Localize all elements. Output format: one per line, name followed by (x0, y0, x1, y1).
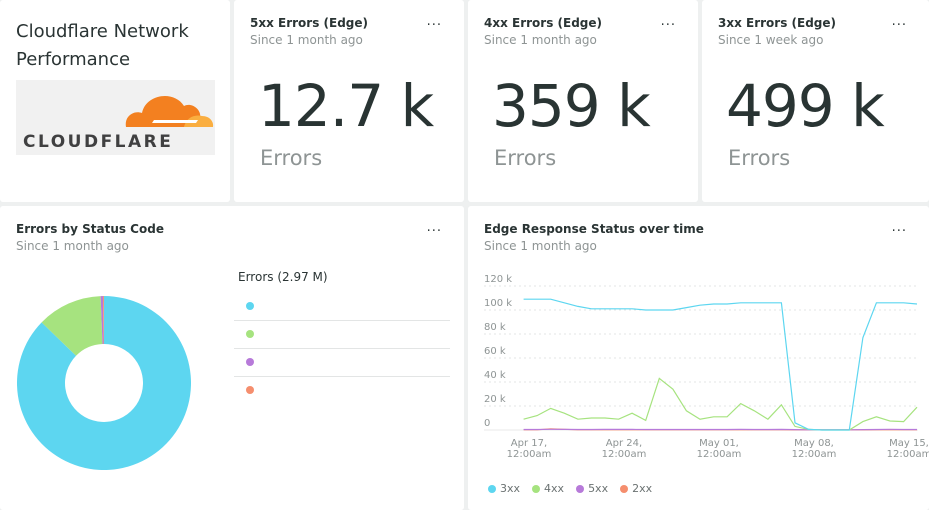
legend-label: 4xx (544, 482, 565, 495)
table-caption: Errors (2.97 M) (238, 270, 328, 284)
pie-slice-2xx[interactable] (102, 296, 104, 345)
legend-label: 5xx (588, 482, 609, 495)
billboard-value: 12.7 k (258, 72, 434, 140)
pie-legend-table (234, 292, 450, 404)
widget-title: 5xx Errors (Edge) (250, 16, 369, 30)
y-tick-label: 40 k (484, 370, 506, 381)
x-tick-label: 12:00am (697, 449, 742, 460)
legend-row[interactable] (234, 319, 450, 348)
billboard-3xx: 3xx Errors (Edge) Since 1 week ago ... 4… (702, 0, 929, 202)
x-tick-label: May 08, (794, 438, 834, 449)
billboard-value: 499 k (726, 72, 885, 140)
x-tick-label: May 15, (889, 438, 929, 449)
header-card: Cloudflare Network Performance CLOUDFLAR… (0, 0, 230, 202)
logo-text: CLOUDFLARE (23, 132, 174, 152)
legend-dot (246, 301, 254, 310)
x-tick-label: May 01, (699, 438, 739, 449)
legend-dot (576, 484, 585, 493)
widget-subtitle: Since 1 month ago (16, 239, 129, 253)
legend-label (234, 347, 380, 376)
legend-dot (488, 484, 496, 493)
more-menu-button[interactable]: ... (891, 220, 907, 235)
billboard-unit: Errors (260, 146, 323, 170)
legend-dot (620, 484, 629, 493)
billboard-4xx: 4xx Errors (Edge) Since 1 month ago ... … (468, 0, 698, 202)
x-tick-label: 12:00am (507, 449, 552, 460)
legend-dot (532, 484, 541, 493)
legend-item-4xx[interactable]: 4xx (532, 482, 564, 495)
legend-label (234, 292, 380, 320)
widget-title: Edge Response Status over time (484, 222, 704, 236)
pie-slice-5xx[interactable] (100, 296, 104, 345)
legend-item-5xx[interactable]: 5xx (576, 482, 608, 495)
x-tick-label: 12:00am (887, 449, 929, 460)
more-menu-button[interactable]: ... (660, 14, 676, 29)
chart-legend: 3xx 4xx 5xx 2xx (488, 482, 652, 495)
widget-subtitle: Since 1 month ago (484, 239, 597, 253)
more-menu-button[interactable]: ... (891, 14, 907, 29)
legend-percent (379, 319, 450, 348)
y-tick-label: 100 k (484, 298, 512, 309)
legend-dot (246, 330, 254, 338)
series-line-5xx[interactable] (523, 428, 917, 431)
series-line-4xx[interactable] (523, 377, 918, 431)
cloud-icon (125, 96, 214, 127)
legend-label: 3xx (500, 482, 521, 495)
series-line-3xx[interactable] (523, 298, 918, 431)
dashboard-title: Cloudflare Network Performance (16, 21, 189, 70)
billboard-unit: Errors (494, 146, 557, 170)
pie-slice-3xx[interactable] (16, 296, 192, 470)
widget-subtitle: Since 1 month ago (250, 33, 363, 47)
legend-dot (246, 386, 254, 395)
legend-row[interactable] (234, 292, 450, 320)
billboard-value: 359 k (492, 72, 651, 140)
widget-title: 4xx Errors (Edge) (484, 16, 603, 30)
y-tick-label: 120 k (484, 274, 512, 285)
legend-percent (379, 375, 450, 404)
line-card: Edge Response Status over time Since 1 m… (468, 206, 929, 510)
cloudflare-logo: CLOUDFLARE (16, 80, 215, 155)
widget-title: 3xx Errors (Edge) (718, 16, 837, 30)
y-tick-label: 60 k (484, 346, 506, 357)
billboard-unit: Errors (728, 146, 791, 170)
legend-dot (246, 358, 254, 366)
legend-row[interactable] (234, 347, 450, 376)
more-menu-button[interactable]: ... (426, 220, 442, 235)
widget-subtitle: Since 1 week ago (718, 33, 824, 47)
legend-item-3xx[interactable]: 3xx (488, 482, 520, 495)
x-tick-label: Apr 24, (606, 438, 642, 449)
legend-label (234, 319, 380, 348)
billboard-5xx: 5xx Errors (Edge) Since 1 month ago ... … (234, 0, 464, 202)
legend-row[interactable] (234, 375, 450, 404)
legend-percent (380, 292, 450, 320)
y-tick-label: 0 (484, 418, 490, 429)
pie-slice-4xx[interactable] (41, 296, 103, 356)
legend-percent (379, 347, 450, 376)
more-menu-button[interactable]: ... (426, 14, 442, 29)
donut-chart (16, 296, 192, 470)
y-tick-label: 80 k (484, 322, 506, 333)
y-tick-label: 20 k (484, 394, 506, 405)
pie-card: Errors by Status Code Since 1 month ago … (0, 206, 464, 510)
legend-label: 2xx (632, 482, 653, 495)
legend-item-2xx[interactable]: 2xx (620, 482, 652, 495)
x-tick-label: Apr 17, (511, 438, 547, 449)
x-tick-label: 12:00am (602, 449, 647, 460)
x-tick-label: 12:00am (792, 449, 837, 460)
widget-title: Errors by Status Code (16, 222, 164, 236)
legend-label (234, 375, 380, 404)
widget-subtitle: Since 1 month ago (484, 33, 597, 47)
